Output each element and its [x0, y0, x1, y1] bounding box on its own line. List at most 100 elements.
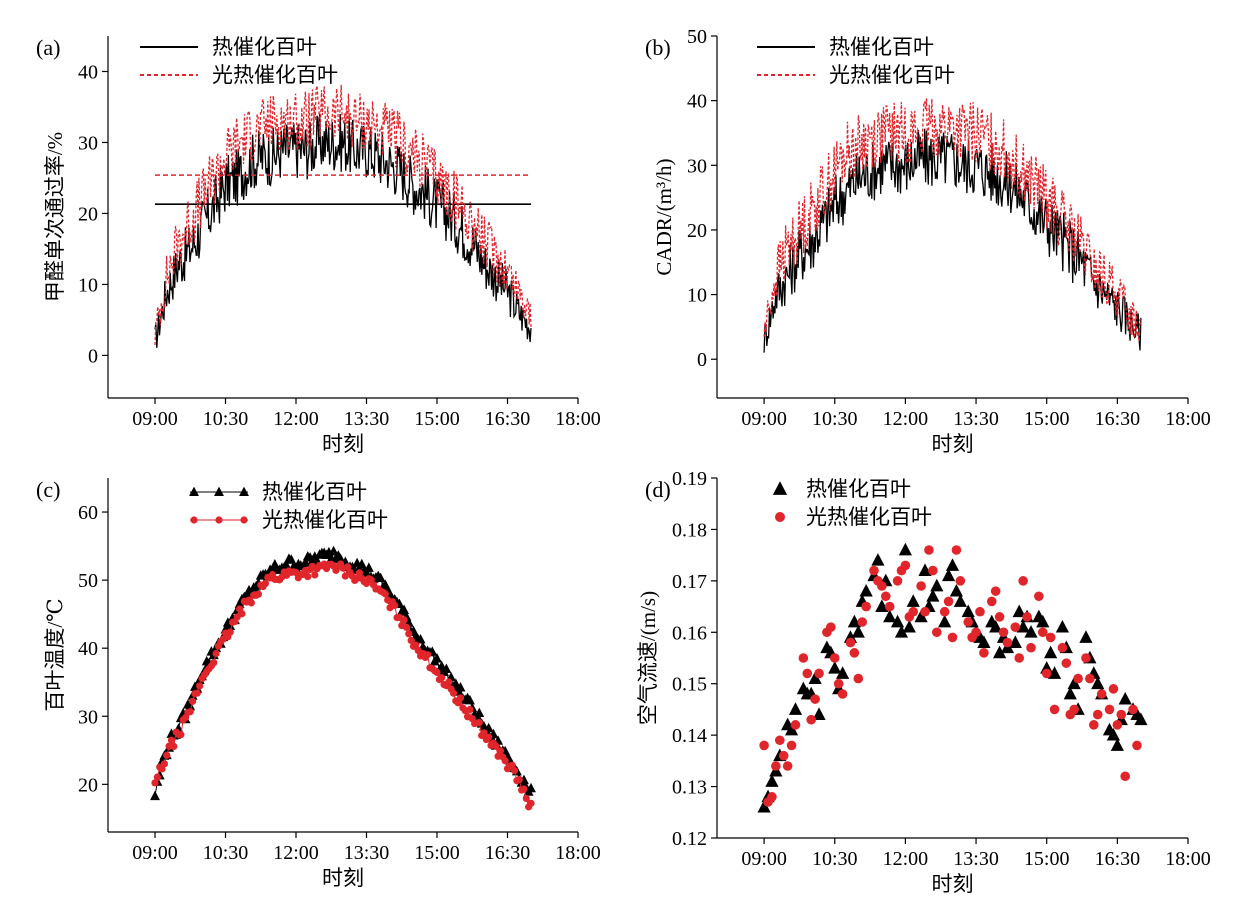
triangle-marker — [918, 563, 932, 576]
x-tick-label: 13:30 — [953, 408, 999, 430]
circle-marker — [1112, 720, 1123, 730]
x-tick-label: 12:00 — [883, 408, 929, 430]
x-tick-label: 13:30 — [953, 848, 999, 870]
triangle-marker — [926, 589, 940, 602]
x-tick-label: 10:30 — [203, 842, 249, 864]
circle-marker — [986, 596, 997, 607]
x-axis-title: 时刻 — [932, 432, 974, 456]
legend-marker — [190, 516, 198, 524]
triangle-marker — [441, 663, 452, 673]
circle-marker — [798, 653, 809, 663]
y-tick-label: 20 — [78, 203, 98, 225]
x-tick-label: 18:00 — [1165, 848, 1211, 870]
circle-marker — [802, 668, 813, 679]
triangle-marker — [328, 545, 339, 556]
circle-marker — [877, 581, 887, 591]
circle-marker — [1120, 771, 1130, 782]
circle-marker — [1014, 653, 1025, 663]
circle-marker — [955, 576, 966, 586]
circle-marker — [226, 628, 234, 636]
triangle-marker — [474, 707, 485, 718]
y-tick-label: 0.19 — [672, 468, 707, 490]
circle-marker — [806, 714, 816, 725]
circle-marker — [1085, 673, 1095, 684]
y-tick-label: 10 — [687, 285, 707, 307]
x-tick-label: 15:00 — [1024, 848, 1070, 870]
triangle-marker — [1055, 619, 1069, 633]
triangle-marker — [875, 599, 889, 612]
triangle-marker — [977, 635, 991, 648]
triangle-marker — [225, 620, 236, 631]
circle-marker — [163, 751, 171, 759]
x-axis-title: 时刻 — [932, 872, 974, 896]
circle-marker — [186, 708, 194, 716]
circle-marker — [445, 678, 453, 686]
circle-marker — [845, 637, 856, 648]
series-trace — [154, 84, 532, 346]
circle-marker — [826, 622, 836, 632]
y-tick-label: 10 — [78, 274, 98, 296]
triangle-marker — [808, 671, 822, 684]
panel-c: (c) 20 30 40 50 60 09:00 10:30 12:00 13:30 15:00 16… — [36, 477, 601, 890]
circle-marker — [424, 651, 432, 659]
circle-marker — [1034, 591, 1044, 602]
legend-label: 热催化百叶 — [829, 35, 934, 59]
triangle-marker — [847, 614, 861, 628]
circle-marker — [160, 760, 168, 768]
triangle-marker — [1008, 635, 1022, 648]
circle-marker — [857, 617, 868, 627]
circle-marker — [990, 586, 1001, 596]
circle-marker — [247, 599, 255, 607]
y-axis-title: CADR/(m³/h) — [652, 158, 676, 275]
circle-marker — [527, 799, 535, 807]
circle-marker — [261, 579, 270, 588]
circle-marker — [496, 747, 505, 755]
circle-marker — [1045, 632, 1056, 643]
circle-marker — [1108, 684, 1119, 694]
circle-marker — [892, 576, 903, 586]
x-axis-title: 时刻 — [322, 866, 364, 890]
triangle-marker — [1118, 691, 1132, 705]
circle-marker — [924, 545, 934, 555]
triangle-marker — [1012, 604, 1026, 618]
series-photothermal — [154, 84, 532, 346]
circle-marker — [238, 610, 246, 618]
circle-marker — [1022, 612, 1032, 622]
circle-marker — [1073, 673, 1083, 684]
circle-marker — [767, 792, 777, 802]
circle-marker — [391, 601, 399, 610]
circle-marker — [402, 623, 411, 631]
triangle-marker — [788, 702, 803, 715]
y-tick-label: 40 — [687, 91, 707, 113]
circle-marker — [412, 641, 420, 649]
x-tick-label: 16:30 — [485, 842, 531, 864]
triangle-marker — [836, 666, 850, 679]
circle-marker — [979, 648, 989, 658]
circle-marker — [1010, 622, 1021, 632]
circle-marker — [355, 569, 364, 577]
triangle-marker — [300, 557, 311, 567]
circle-marker — [438, 674, 446, 682]
circle-marker — [1132, 740, 1142, 751]
circle-marker — [861, 601, 871, 612]
legend-label: 光热催化百叶 — [829, 63, 955, 87]
circle-marker — [932, 627, 942, 638]
triangle-marker — [851, 625, 865, 638]
circle-marker — [466, 705, 474, 714]
circle-marker — [1069, 704, 1079, 715]
triangle-marker — [949, 583, 964, 597]
triangle-marker — [1134, 712, 1148, 726]
triangle-marker — [894, 625, 909, 638]
circle-marker — [170, 742, 178, 751]
triangle-marker — [898, 542, 912, 556]
legend-marker — [189, 486, 199, 497]
y-tick-label: 0 — [88, 345, 98, 367]
circle-marker — [515, 775, 523, 784]
x-tick-label: 18:00 — [555, 842, 601, 864]
triangle-marker — [450, 678, 461, 688]
circle-marker — [1018, 576, 1028, 586]
triangle-marker — [1016, 619, 1030, 633]
circle-marker — [1037, 627, 1048, 638]
circle-marker — [829, 653, 840, 663]
triangle-marker — [953, 594, 967, 607]
